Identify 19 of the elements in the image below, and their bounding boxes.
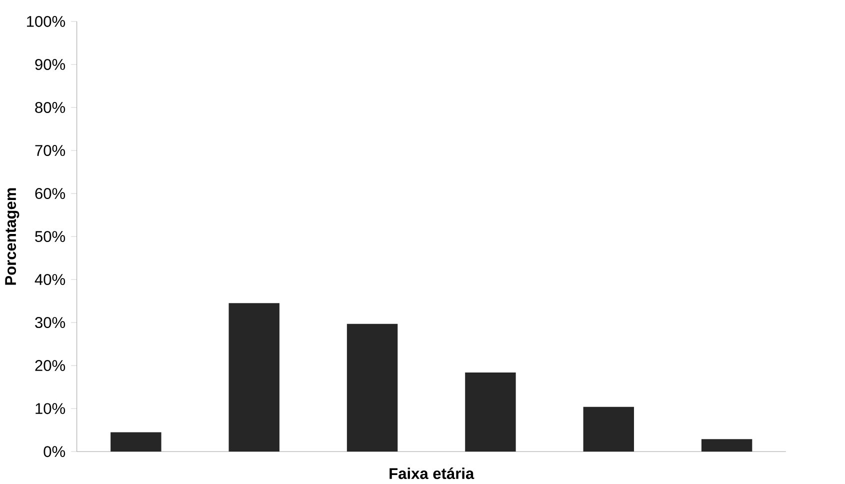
y-tick-label: 80% xyxy=(35,102,66,113)
y-tick-label: 50% xyxy=(35,230,66,242)
bar xyxy=(583,406,634,452)
y-tick-label: 40% xyxy=(34,274,66,285)
y-tick-label: 70% xyxy=(35,144,66,156)
y-tick-label: 0% xyxy=(44,446,66,457)
bar xyxy=(701,438,752,452)
bar xyxy=(228,303,280,452)
x-axis-title: Faixa etária xyxy=(390,467,474,479)
bar xyxy=(346,324,398,452)
y-tick-label: 90% xyxy=(35,58,66,70)
y-tick-label: 10% xyxy=(36,402,66,414)
y-axis-title: Porcentagem xyxy=(5,188,20,285)
bar xyxy=(465,372,516,452)
y-tick-label: 30% xyxy=(35,316,66,328)
y-tick-label: 20% xyxy=(35,360,66,371)
bar xyxy=(110,432,162,452)
y-tick-label: 60% xyxy=(35,188,66,199)
y-tick-label: 100% xyxy=(27,16,66,27)
